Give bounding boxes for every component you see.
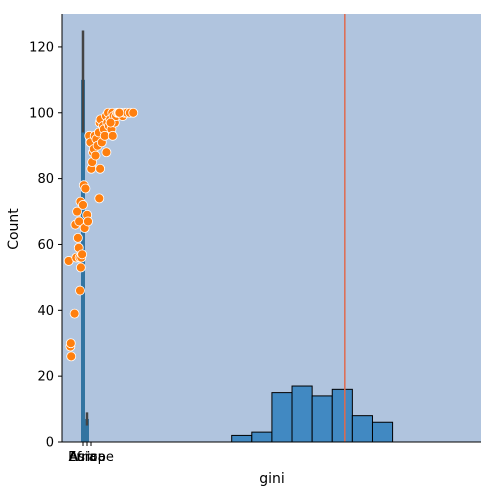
scatter-point — [72, 206, 82, 217]
y-axis-label: Count — [6, 208, 22, 250]
y-tick-label: 60 — [37, 238, 54, 253]
y-tick-label: 120 — [29, 40, 54, 55]
scatter-point — [95, 163, 106, 174]
y-tick-label: 40 — [37, 304, 54, 319]
x-tick-label: Europe — [68, 450, 114, 465]
y-tick-label: 100 — [29, 106, 54, 121]
scatter-points — [63, 107, 139, 362]
x-tick-label: Asia — [69, 450, 96, 465]
scatter-point — [73, 232, 83, 243]
histogram-bar — [311, 395, 333, 443]
scatter-point — [128, 107, 139, 118]
scatter-point — [114, 107, 125, 118]
category-bar — [85, 418, 89, 442]
scatter-point — [69, 308, 80, 319]
histogram-bar — [251, 431, 273, 443]
scatter-point — [65, 338, 76, 349]
histogram-bar — [271, 392, 293, 443]
x-axis-label: gini — [259, 471, 285, 487]
histogram-bar — [291, 385, 313, 443]
scatter-point — [105, 117, 116, 128]
y-tick-label: 20 — [37, 370, 54, 385]
scatter-point — [90, 150, 101, 161]
histogram-bars — [231, 385, 394, 443]
scatter-point — [101, 147, 112, 158]
plot-background — [62, 14, 481, 442]
scatter-point — [80, 183, 91, 194]
y-axis-ticks: 0 20 40 60 80 100 120 — [29, 40, 62, 451]
histogram-bar — [331, 388, 353, 443]
histogram-bar — [231, 434, 253, 443]
scatter-point — [83, 216, 93, 227]
y-tick-label: 0 — [46, 436, 54, 451]
histogram-bar — [351, 415, 373, 443]
scatter-point — [75, 262, 86, 273]
scatter-point — [66, 351, 77, 362]
histogram-bar — [371, 421, 394, 443]
scatter-point — [94, 193, 105, 204]
x-tick-label: Africa — [68, 450, 105, 465]
y-tick-label: 80 — [37, 172, 54, 187]
scatter-point — [107, 130, 118, 141]
scatter-point — [77, 249, 88, 260]
scatter-point — [78, 200, 88, 210]
scatter-point — [75, 285, 85, 296]
